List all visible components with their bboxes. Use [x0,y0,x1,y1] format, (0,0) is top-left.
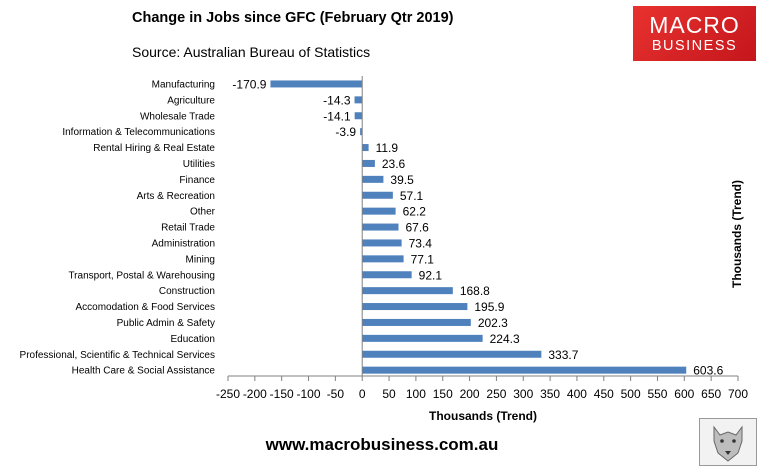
x-axis [227,76,739,381]
value-label: 603.6 [693,364,723,378]
category-label: Utilities [183,159,215,170]
x-tick-label: 100 [406,387,426,401]
secondary-axis-title: Thousands (Trend) [730,180,744,288]
value-label: 73.4 [409,236,433,250]
bar [362,255,404,263]
value-label: 195.9 [474,300,504,314]
x-tick-label: 250 [486,387,506,401]
value-label: 77.1 [411,252,435,266]
category-label: Administration [152,238,215,249]
x-tick-label: 600 [674,387,694,401]
x-tick-label: -200 [243,387,267,401]
category-label: Retail Trade [161,223,215,234]
category-label: Wholesale Trade [140,111,215,122]
chart-source: Source: Australian Bureau of Statistics [132,44,371,60]
bar [362,239,402,247]
bar [362,303,468,311]
x-tick-label: 550 [647,387,667,401]
x-tick-label: -100 [297,387,321,401]
value-label: 11.9 [376,141,399,155]
value-label: 168.8 [460,284,490,298]
value-label: 224.3 [490,332,520,346]
x-tick-label: 450 [594,387,614,401]
value-label: 92.1 [419,268,443,282]
x-tick-label: 150 [433,387,453,401]
bar [362,366,687,374]
category-label: Mining [186,254,215,265]
logo-line-2: BUSINESS [651,38,738,54]
x-tick-label: 650 [701,387,721,401]
chart-title: Change in Jobs since GFC (February Qtr 2… [132,10,454,26]
category-label: Information & Telecommunications [62,127,215,138]
bar [362,223,399,231]
bar [360,128,363,136]
value-label: 333.7 [548,348,578,362]
category-label: Manufacturing [152,79,215,90]
bar [362,144,369,152]
bars [270,80,687,374]
value-label: 57.1 [400,189,424,203]
x-tick-label: -50 [327,387,345,401]
bar [362,334,483,342]
category-label: Accomodation & Food Services [75,302,215,313]
category-label: Public Admin & Safety [117,318,215,329]
value-label: 67.6 [406,221,430,235]
bar [354,112,363,120]
x-tick-label: 700 [728,387,748,401]
x-tick-label: 500 [621,387,641,401]
bar [362,191,393,199]
bar-chart: Manufacturing Agriculture Wholesale Trade I… [20,76,748,423]
value-label: 202.3 [478,316,508,330]
bar [354,96,363,104]
wolf-mascot-icon [699,418,757,466]
category-label: Professional, Scientific & Technical Ser… [20,350,215,361]
x-tick-label: -250 [216,387,240,401]
x-tick-label: -150 [270,387,294,401]
footer-url: www.macrobusiness.com.au [265,435,499,454]
category-label: Other [190,207,216,218]
bar [270,80,363,88]
logo-line-1: MACRO [649,12,740,38]
value-label: 62.2 [403,205,427,219]
bar [362,159,375,167]
category-label: Agriculture [167,95,215,106]
bar [362,175,384,183]
bar [362,318,471,326]
x-tick-label: 50 [382,387,396,401]
x-tick-label: 300 [513,387,533,401]
x-tick-label: 400 [567,387,587,401]
value-label: 39.5 [390,173,414,187]
macrobusiness-logo: MACRO BUSINESS [633,6,756,61]
x-axis-title: Thousands (Trend) [429,409,537,423]
value-label: 23.6 [382,157,406,171]
category-label: Construction [159,286,215,297]
bar [362,207,396,215]
value-label: -3.9 [335,125,356,139]
category-label: Transport, Postal & Warehousing [68,270,215,281]
category-label: Education [171,334,215,345]
x-tick-labels: -250 -200 -150 -100 -50 0 50 100 150 200 250 300 350… [216,387,748,401]
bar [362,350,542,358]
bar [362,271,412,279]
value-label: -14.3 [323,93,351,107]
value-label: -170.9 [232,77,266,91]
category-labels: Manufacturing Agriculture Wholesale Trade I… [20,79,216,376]
category-label: Rental Hiring & Real Estate [93,143,215,154]
value-labels: -170.9 -14.3 -14.1 -3.9 11.9 23.6 39.5 57.1 62.2… [232,77,723,377]
category-label: Arts & Recreation [137,191,215,202]
x-tick-label: 200 [460,387,480,401]
category-label: Finance [179,175,215,186]
x-tick-label: 350 [540,387,560,401]
category-label: Health Care & Social Assistance [72,366,216,377]
x-tick-label: 0 [359,387,366,401]
value-label: -14.1 [323,109,351,123]
bar [362,287,453,295]
